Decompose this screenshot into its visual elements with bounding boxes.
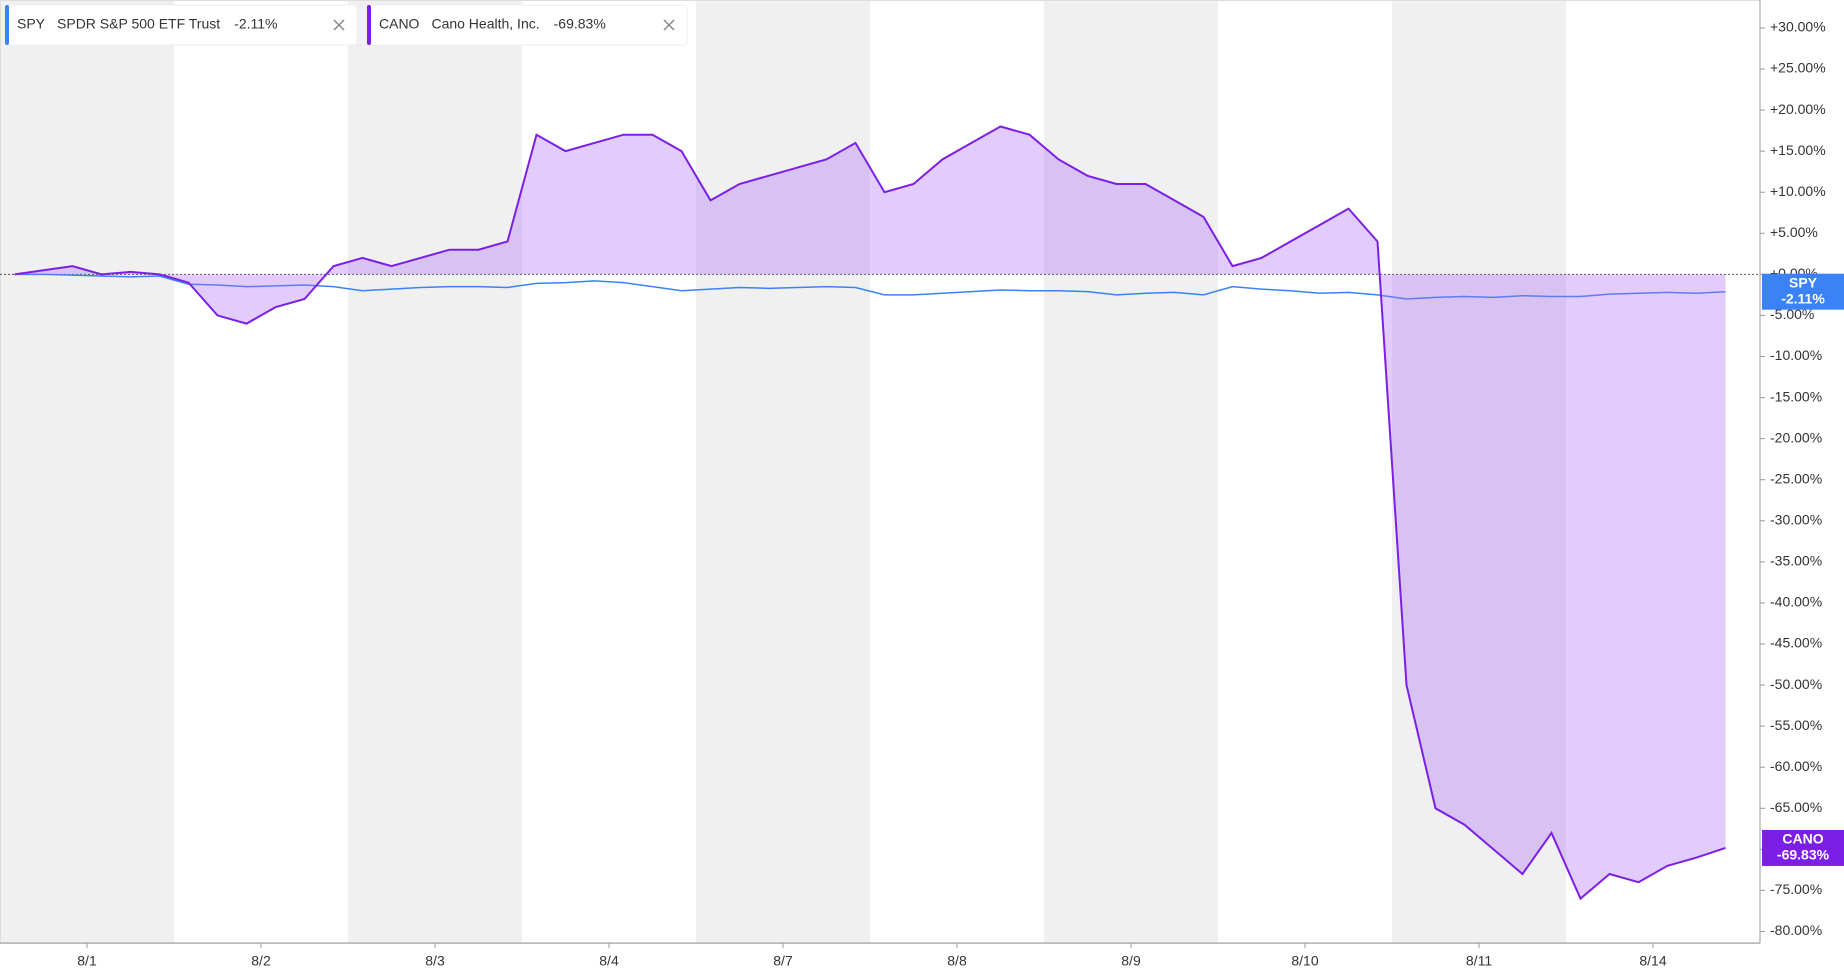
- close-button[interactable]: [333, 19, 345, 31]
- price-tag: [1762, 829, 1844, 866]
- day-band: [1044, 0, 1218, 943]
- x-tick-label: 8/14: [1639, 953, 1666, 969]
- legend-change: -69.83%: [554, 16, 606, 32]
- x-tick-label: 8/8: [947, 953, 967, 969]
- legend-swatch: [367, 5, 371, 45]
- close-button[interactable]: [663, 19, 675, 31]
- y-tick-label: -20.00%: [1770, 429, 1822, 445]
- y-tick-label: +20.00%: [1770, 101, 1826, 117]
- legend-item[interactable]: CANO Cano Health, Inc. -69.83%: [366, 4, 688, 46]
- legend-change: -2.11%: [234, 16, 277, 32]
- day-band: [696, 0, 870, 943]
- y-tick-label: -25.00%: [1770, 470, 1822, 486]
- legend-description: Cano Health, Inc.: [431, 16, 539, 32]
- day-band: [1392, 0, 1566, 943]
- x-tick-label: 8/3: [425, 953, 445, 969]
- y-tick-label: +30.00%: [1770, 19, 1826, 35]
- tag-name: CANO: [1782, 831, 1823, 847]
- price-tag: [1762, 273, 1844, 310]
- y-tick-label: -5.00%: [1770, 306, 1814, 322]
- day-band: [0, 0, 174, 943]
- x-tick-label: 8/7: [773, 953, 793, 969]
- x-tick-label: 8/9: [1121, 953, 1141, 969]
- x-tick-label: 8/10: [1291, 953, 1318, 969]
- legend-description: SPDR S&P 500 ETF Trust: [57, 16, 220, 32]
- y-tick-label: -55.00%: [1770, 717, 1822, 733]
- y-tick-label: -65.00%: [1770, 799, 1822, 815]
- y-tick-label: +25.00%: [1770, 60, 1826, 76]
- y-tick-label: +10.00%: [1770, 183, 1826, 199]
- legend-swatch: [5, 5, 9, 45]
- x-tick-label: 8/4: [599, 953, 619, 969]
- tag-change: -69.83%: [1777, 847, 1830, 863]
- tag-change: -2.11%: [1781, 290, 1825, 306]
- y-tick-label: -75.00%: [1770, 881, 1822, 897]
- x-tick-label: 8/1: [77, 953, 97, 969]
- legend-symbol: SPY: [17, 16, 46, 32]
- y-tick-label: -30.00%: [1770, 511, 1822, 527]
- line: [14, 125, 1726, 901]
- y-tick-label: -10.00%: [1770, 347, 1822, 363]
- y-tick-label: -60.00%: [1770, 758, 1822, 774]
- x-tick-label: 8/2: [251, 953, 271, 969]
- legend-item[interactable]: SPY SPDR S&P 500 ETF Trust -2.11%: [4, 4, 358, 46]
- y-tick-label: -50.00%: [1770, 676, 1822, 692]
- y-tick-label: -40.00%: [1770, 594, 1822, 610]
- y-tick-label: -15.00%: [1770, 388, 1822, 404]
- y-tick-label: -80.00%: [1770, 922, 1822, 938]
- x-tick-label: 8/11: [1466, 953, 1492, 969]
- area: [14, 126, 1726, 899]
- tag-name: SPY: [1789, 274, 1818, 290]
- y-tick-label: -35.00%: [1770, 553, 1822, 569]
- y-tick-label: +15.00%: [1770, 142, 1826, 158]
- line: [14, 273, 1726, 300]
- legend-symbol: CANO: [379, 16, 420, 32]
- y-tick-label: +5.00%: [1770, 224, 1818, 240]
- y-tick-label: -45.00%: [1770, 635, 1822, 651]
- day-band: [348, 0, 522, 943]
